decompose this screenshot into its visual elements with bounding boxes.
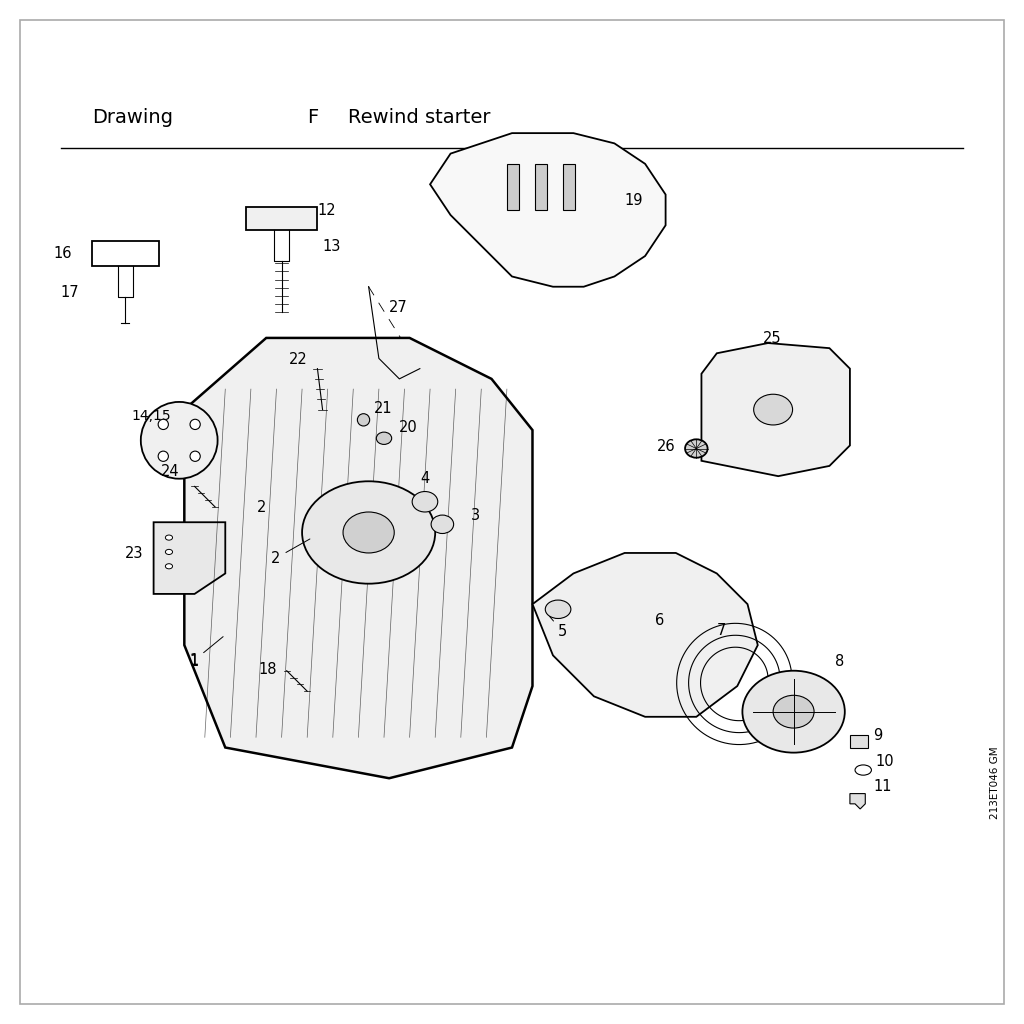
Text: 3: 3 bbox=[471, 508, 480, 523]
Text: 4: 4 bbox=[420, 471, 429, 486]
Ellipse shape bbox=[166, 549, 172, 555]
Text: 6: 6 bbox=[655, 612, 665, 628]
Polygon shape bbox=[701, 343, 850, 476]
Polygon shape bbox=[154, 522, 225, 594]
Text: Drawing: Drawing bbox=[92, 108, 173, 127]
Text: 25: 25 bbox=[763, 331, 781, 346]
Ellipse shape bbox=[343, 512, 394, 553]
Ellipse shape bbox=[190, 452, 201, 462]
Text: 19: 19 bbox=[625, 193, 643, 208]
Text: 21: 21 bbox=[374, 400, 392, 416]
Ellipse shape bbox=[685, 439, 708, 458]
Polygon shape bbox=[92, 241, 159, 266]
Ellipse shape bbox=[431, 515, 454, 534]
Text: 22: 22 bbox=[289, 351, 307, 367]
Polygon shape bbox=[532, 553, 758, 717]
Text: 5: 5 bbox=[550, 616, 567, 639]
Text: 26: 26 bbox=[657, 438, 676, 454]
Bar bbox=[850, 735, 868, 748]
Text: 2: 2 bbox=[271, 539, 310, 565]
Ellipse shape bbox=[855, 765, 871, 775]
Text: 5: 5 bbox=[568, 609, 578, 625]
Ellipse shape bbox=[190, 419, 201, 429]
Text: 10: 10 bbox=[876, 754, 894, 769]
Text: 2: 2 bbox=[257, 500, 266, 515]
Text: 17: 17 bbox=[60, 285, 79, 300]
Bar bbox=[563, 164, 575, 210]
Text: 1: 1 bbox=[189, 637, 223, 668]
Text: 23: 23 bbox=[125, 546, 143, 561]
Text: 213ET046 GM: 213ET046 GM bbox=[990, 746, 1000, 819]
Text: 7: 7 bbox=[717, 623, 726, 638]
Polygon shape bbox=[184, 338, 532, 778]
Text: 13: 13 bbox=[323, 239, 341, 254]
Text: 16: 16 bbox=[53, 246, 72, 261]
Text: 9: 9 bbox=[873, 728, 883, 743]
Ellipse shape bbox=[302, 481, 435, 584]
Ellipse shape bbox=[377, 432, 392, 444]
Text: 27: 27 bbox=[389, 300, 408, 315]
Text: 12: 12 bbox=[317, 203, 336, 218]
Text: 11: 11 bbox=[873, 778, 892, 794]
Text: F: F bbox=[307, 108, 318, 127]
Text: 24: 24 bbox=[161, 464, 179, 479]
Ellipse shape bbox=[357, 414, 370, 426]
Ellipse shape bbox=[166, 535, 172, 541]
Ellipse shape bbox=[742, 671, 845, 753]
Bar bbox=[507, 164, 519, 210]
Ellipse shape bbox=[412, 492, 438, 512]
Ellipse shape bbox=[546, 600, 571, 618]
Ellipse shape bbox=[158, 419, 168, 429]
Ellipse shape bbox=[166, 563, 172, 569]
Text: 20: 20 bbox=[399, 420, 418, 435]
Ellipse shape bbox=[140, 402, 217, 479]
Ellipse shape bbox=[158, 452, 168, 462]
Text: 14,15: 14,15 bbox=[131, 409, 171, 423]
Polygon shape bbox=[430, 133, 666, 287]
Bar bbox=[535, 164, 547, 210]
Text: 18: 18 bbox=[258, 662, 276, 677]
Text: 8: 8 bbox=[835, 653, 844, 669]
Polygon shape bbox=[246, 207, 317, 230]
Ellipse shape bbox=[773, 695, 814, 728]
Text: 1: 1 bbox=[189, 653, 199, 669]
Text: Rewind starter: Rewind starter bbox=[348, 108, 490, 127]
Polygon shape bbox=[850, 794, 865, 809]
Ellipse shape bbox=[754, 394, 793, 425]
